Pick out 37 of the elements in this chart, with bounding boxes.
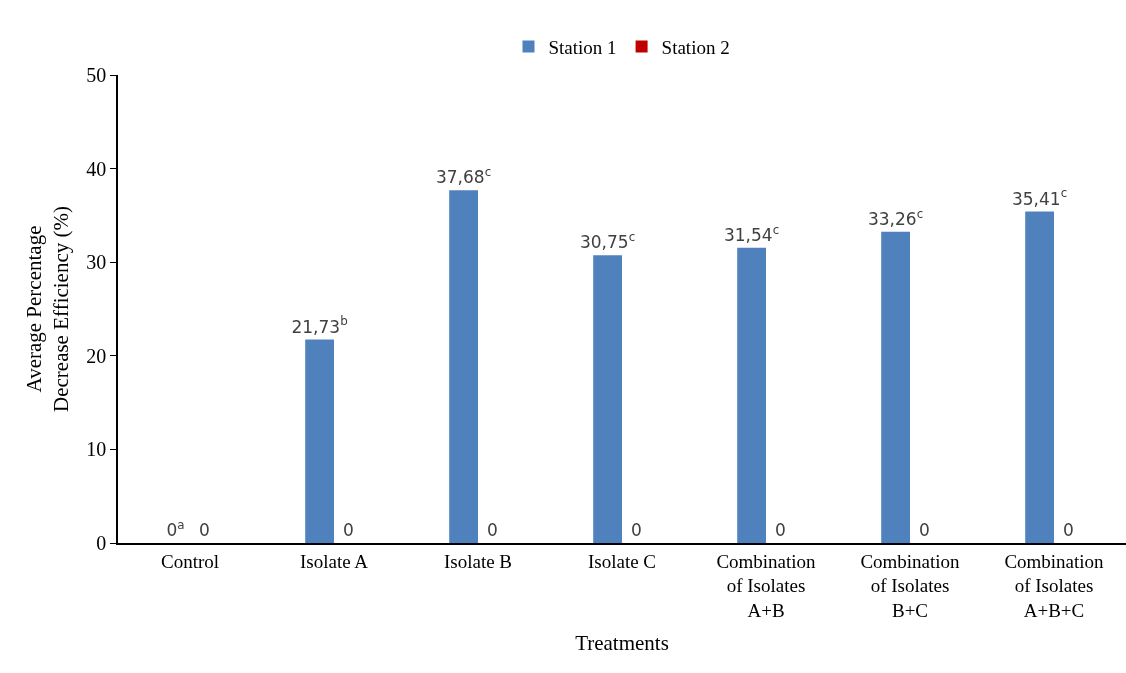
data-label: 31,54$^{c}$ xyxy=(723,222,780,245)
legend-label: Station 2 xyxy=(661,36,730,58)
data-label: 0 xyxy=(774,520,786,540)
x-tick-label: Isolate C xyxy=(587,550,657,572)
data-label: 0 xyxy=(918,520,930,540)
y-tick-label: 30 xyxy=(86,251,107,274)
bar xyxy=(305,339,334,543)
y-tick-label: 50 xyxy=(86,64,107,86)
data-label: 30,75$^{c}$ xyxy=(579,230,636,253)
x-tick-label: Isolate B xyxy=(443,550,513,572)
x-tick-label: Combination of Isolates A+B xyxy=(716,550,817,621)
x-tick-label: Combination of Isolates A+B+C xyxy=(1004,550,1105,621)
y-tick-label: 0 xyxy=(96,532,107,554)
data-label: 0 xyxy=(1062,520,1074,540)
y-axis-title: Average Percentage Decrease Efficiency (%) xyxy=(21,206,73,412)
data-label: 0 xyxy=(198,520,210,540)
bar xyxy=(449,190,478,543)
data-label: 0 xyxy=(342,520,354,540)
bar xyxy=(593,255,622,543)
data-label: 33,26$^{c}$ xyxy=(867,206,924,229)
x-axis-title: Treatments xyxy=(575,630,669,655)
y-tick-label: 40 xyxy=(86,157,107,180)
data-label: 35,41$^{c}$ xyxy=(1011,186,1068,209)
legend-label: Station 1 xyxy=(548,36,617,58)
data-label: 21,73$^{b}$ xyxy=(291,314,348,337)
data-label: 0 xyxy=(486,520,498,540)
bar xyxy=(737,247,766,543)
data-label: 0 xyxy=(630,520,642,540)
data-label: 37,68$^{c}$ xyxy=(435,165,492,188)
y-tick-label: 20 xyxy=(86,344,107,367)
x-tick-label: Control xyxy=(160,550,220,572)
x-tick-label: Isolate A xyxy=(299,550,369,572)
y-tick-label: 10 xyxy=(86,438,107,461)
data-label: 0$^{a}$ xyxy=(166,517,185,540)
x-tick-label: Combination of Isolates B+C xyxy=(860,550,961,621)
bar xyxy=(1025,211,1054,543)
bar xyxy=(881,231,910,543)
